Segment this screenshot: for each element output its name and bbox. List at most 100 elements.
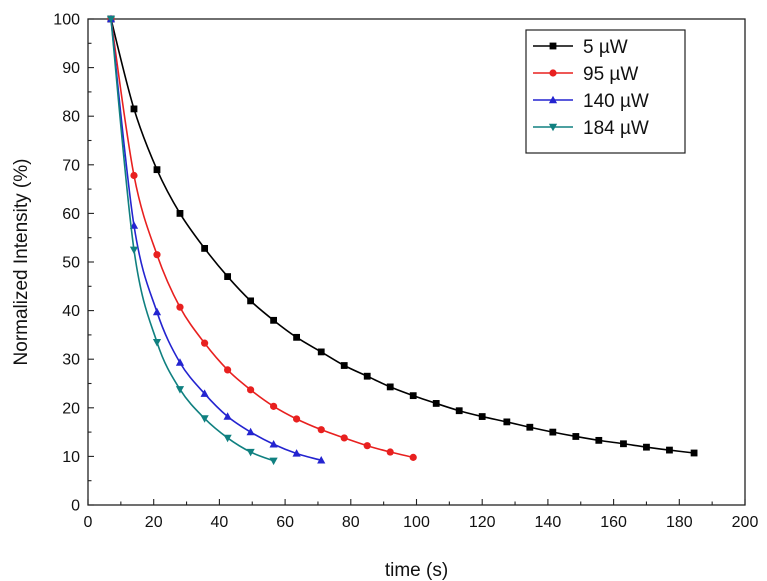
y-tick-label: 80 <box>62 109 80 126</box>
data-point <box>317 455 326 464</box>
data-point <box>223 434 232 443</box>
data-point <box>666 446 673 454</box>
data-point <box>224 273 232 280</box>
legend-marker <box>549 42 557 50</box>
data-point <box>690 449 698 457</box>
legend-marker <box>549 69 557 77</box>
legend-item: 95 µW <box>533 64 638 85</box>
x-tick-label: 40 <box>211 514 229 531</box>
y-tick-label: 10 <box>62 449 80 466</box>
data-point <box>595 436 603 444</box>
y-axis-title: Normalized Intensity (%) <box>11 159 32 366</box>
data-point <box>432 400 440 407</box>
data-point <box>503 418 511 426</box>
x-tick-label: 180 <box>666 514 693 531</box>
y-tick-label: 0 <box>71 498 80 515</box>
data-point <box>200 415 209 423</box>
x-tick-label: 160 <box>600 514 627 531</box>
data-point <box>270 316 278 324</box>
y-tick-label: 90 <box>62 60 80 77</box>
legend-items: 5 µW 95 µW 140 µW 184 µW <box>533 37 649 139</box>
data-point <box>246 448 255 457</box>
data-point <box>292 415 301 423</box>
series-line <box>110 18 322 462</box>
legend-label: 184 µW <box>583 118 649 139</box>
y-tick-label: 70 <box>62 157 80 174</box>
x-tick-label: 20 <box>145 514 163 531</box>
data-point <box>153 166 161 174</box>
data-point <box>386 448 394 456</box>
data-point <box>270 402 278 410</box>
data-point <box>340 362 348 369</box>
data-point <box>478 413 486 420</box>
legend-label: 140 µW <box>583 91 649 112</box>
data-point <box>269 457 278 466</box>
x-tick-label: 0 <box>84 514 93 531</box>
data-point <box>247 297 255 305</box>
legend-marker <box>548 123 558 132</box>
legend-label: 5 µW <box>583 37 628 58</box>
data-point <box>317 348 325 356</box>
data-point <box>201 339 209 347</box>
data-point <box>152 338 162 347</box>
data-point <box>130 105 138 113</box>
data-point <box>317 426 325 434</box>
y-tick-label: 30 <box>62 352 80 369</box>
series-1 <box>107 15 698 457</box>
y-tick-label: 20 <box>62 400 80 417</box>
data-point <box>223 412 232 420</box>
data-point <box>340 434 348 442</box>
data-point <box>129 221 139 229</box>
y-tick-label: 100 <box>53 12 80 29</box>
series-layer <box>106 14 698 466</box>
data-point <box>247 386 255 394</box>
data-point <box>176 210 184 217</box>
data-point <box>130 171 138 180</box>
x-axis-title: time (s) <box>385 560 448 581</box>
series-4 <box>106 15 278 466</box>
x-tick-label: 200 <box>732 514 759 531</box>
legend-box <box>525 29 686 154</box>
data-point <box>620 440 627 448</box>
legend-item: 5 µW <box>533 37 628 58</box>
data-point <box>224 366 232 374</box>
x-tick-label: 60 <box>276 514 294 531</box>
legend-item: 184 µW <box>533 118 649 139</box>
data-point <box>129 246 139 255</box>
data-point <box>153 251 161 259</box>
series-line <box>110 18 414 459</box>
x-tick-label: 140 <box>535 514 562 531</box>
series-3 <box>106 14 326 464</box>
data-point <box>293 333 300 341</box>
data-point <box>200 389 209 397</box>
data-point <box>643 443 650 451</box>
axis-ticks <box>87 18 746 506</box>
legend: 5 µW 95 µW 140 µW 184 µW <box>525 29 686 154</box>
data-point <box>292 449 301 457</box>
legend-label: 95 µW <box>583 64 638 85</box>
data-point <box>363 442 371 450</box>
data-point <box>201 244 209 252</box>
legend-marker <box>548 95 558 104</box>
x-tick-label: 80 <box>342 514 360 531</box>
data-point <box>572 433 580 440</box>
data-point <box>152 307 162 316</box>
series-2 <box>107 15 417 461</box>
series-line <box>110 18 274 462</box>
data-point <box>386 383 394 391</box>
data-point <box>526 423 534 431</box>
data-point <box>409 453 417 461</box>
y-tick-label: 50 <box>62 255 80 272</box>
data-point <box>106 15 116 24</box>
data-point <box>246 427 255 436</box>
data-point <box>363 372 371 380</box>
y-tick-labels: 0 10 20 30 40 50 60 70 80 90 100 <box>53 12 80 515</box>
data-point <box>549 428 557 436</box>
data-point <box>409 392 417 400</box>
data-point <box>176 303 184 311</box>
y-tick-label: 40 <box>62 303 80 320</box>
legend-item: 140 µW <box>533 91 649 112</box>
data-point <box>269 439 278 448</box>
data-point <box>455 407 463 415</box>
